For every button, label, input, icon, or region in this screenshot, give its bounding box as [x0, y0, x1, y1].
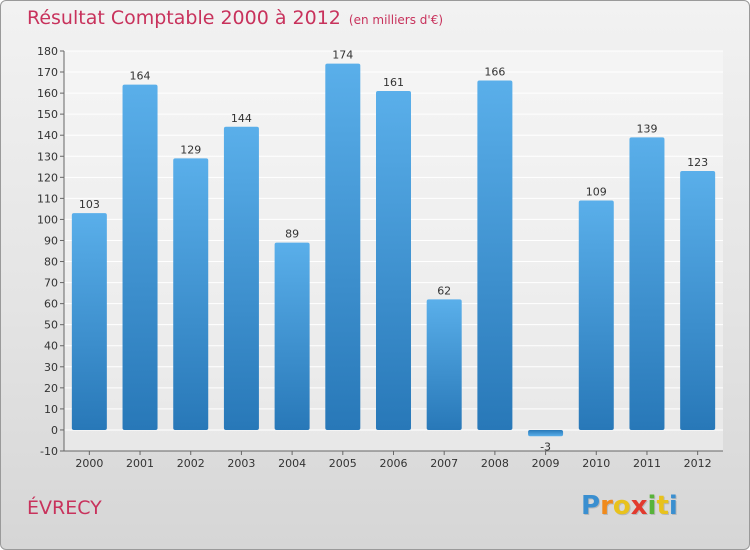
data-label: 109: [586, 185, 607, 198]
x-tick-label: 2009: [532, 457, 560, 470]
y-tick-label: -10: [40, 445, 58, 458]
commune-name: ÉVRECY: [27, 497, 102, 519]
y-tick-label: 100: [37, 213, 58, 226]
chart-title: Résultat Comptable 2000 à 2012 (en millie…: [27, 7, 443, 29]
logo-letter: P: [581, 491, 601, 521]
x-tick-label: 2003: [227, 457, 255, 470]
bar: [477, 80, 513, 430]
bar: [578, 200, 614, 430]
y-tick-label: 170: [37, 66, 58, 79]
x-tick-label: 2008: [481, 457, 509, 470]
x-tick-label: 2012: [684, 457, 712, 470]
y-tick-label: 30: [44, 361, 58, 374]
data-label: 161: [383, 76, 404, 89]
bar: [223, 126, 259, 430]
data-label: 139: [636, 122, 657, 135]
data-label: 89: [285, 228, 299, 241]
bar: [325, 63, 361, 430]
proxiti-logo: Proxiti: [581, 491, 678, 521]
x-tick-label: 2000: [75, 457, 103, 470]
x-tick-label: 2011: [633, 457, 661, 470]
x-tick-label: 2001: [126, 457, 154, 470]
bar: [71, 213, 107, 430]
y-tick-label: 180: [37, 45, 58, 58]
y-tick-label: 70: [44, 277, 58, 290]
y-tick-label: 0: [51, 424, 58, 437]
logo-letter: i: [647, 491, 657, 521]
bar: [426, 299, 462, 430]
data-label: 123: [687, 156, 708, 169]
data-label: 166: [484, 65, 505, 78]
y-tick-label: 120: [37, 171, 58, 184]
x-tick-label: 2007: [430, 457, 458, 470]
y-tick-label: 90: [44, 234, 58, 247]
unit-label: (en milliers d'€): [348, 13, 444, 27]
y-tick-label: 80: [44, 256, 58, 269]
bar: [629, 137, 665, 430]
x-tick-label: 2005: [329, 457, 357, 470]
bar: [528, 429, 564, 437]
logo-letter: r: [600, 491, 613, 521]
title-text: Résultat Comptable 2000 à 2012: [27, 7, 341, 29]
y-tick-label: 110: [37, 192, 58, 205]
bar: [173, 158, 209, 430]
logo-letter: x: [630, 491, 648, 521]
y-tick-label: 150: [37, 108, 58, 121]
y-tick-label: 50: [44, 319, 58, 332]
bar: [680, 171, 716, 430]
bar: [376, 91, 411, 430]
y-tick-label: 60: [44, 298, 58, 311]
y-tick-label: 10: [44, 403, 58, 416]
bar: [122, 84, 158, 430]
data-label: 164: [130, 70, 151, 83]
y-tick-label: 130: [37, 150, 58, 163]
data-label: 174: [332, 49, 353, 62]
data-label: 103: [79, 198, 100, 211]
data-label: 144: [231, 112, 252, 125]
x-tick-label: 2010: [582, 457, 610, 470]
data-label: 129: [180, 143, 201, 156]
data-label: -3: [540, 440, 551, 453]
x-tick-label: 2006: [380, 457, 408, 470]
logo-letter: o: [612, 491, 631, 521]
x-tick-label: 2004: [278, 457, 306, 470]
bar: [274, 242, 310, 430]
y-tick-label: 20: [44, 382, 58, 395]
x-tick-label: 2002: [177, 457, 205, 470]
y-tick-label: 140: [37, 129, 58, 142]
data-label: 62: [437, 284, 451, 297]
y-tick-label: 160: [37, 87, 58, 100]
logo-letter: t: [656, 491, 669, 521]
logo-letter: i: [668, 491, 678, 521]
y-tick-label: 40: [44, 340, 58, 353]
